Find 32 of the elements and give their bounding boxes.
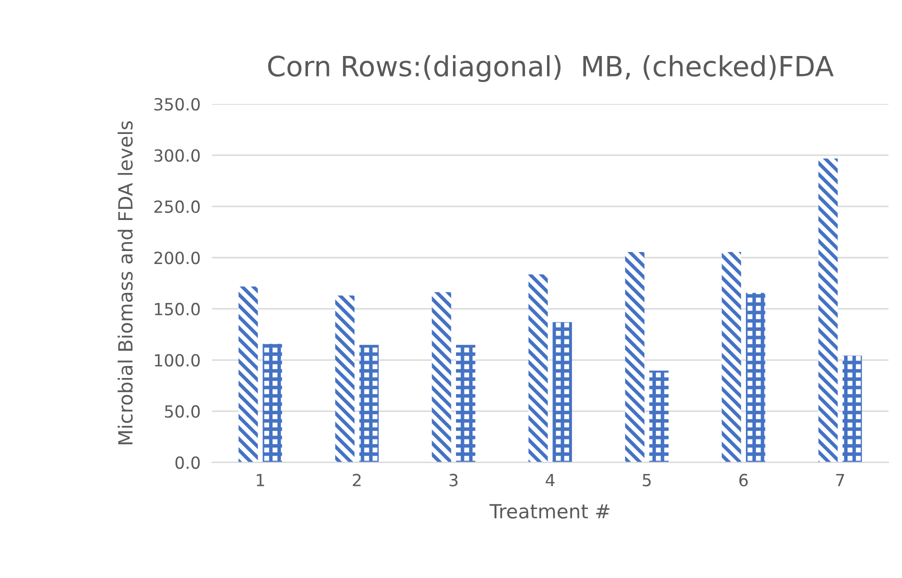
x-tick-label: 2 — [352, 474, 361, 486]
x-tick-label: 7 — [836, 474, 844, 486]
bar — [552, 322, 572, 462]
bar — [528, 274, 548, 462]
chart-title: Corn Rows:(diagonal) MB, (checked)FDA — [268, 55, 834, 82]
y-tick-label: 250.0 — [154, 200, 200, 213]
bar — [262, 344, 282, 462]
y-tick-label: 350.0 — [154, 98, 200, 111]
bar — [842, 356, 862, 462]
y-tick-label: 100.0 — [154, 354, 200, 367]
bar — [238, 286, 258, 462]
bar — [818, 158, 838, 462]
y-axis-title: Microbial Biomass and FDA levels — [118, 121, 133, 444]
x-tick-label: 1 — [256, 474, 264, 486]
y-tick-label: 150.0 — [154, 302, 200, 316]
y-tick-label: 0.0 — [175, 456, 200, 469]
x-tick-label: 5 — [642, 474, 651, 486]
bar — [746, 292, 766, 462]
bar — [722, 252, 742, 462]
x-axis-title: Treatment # — [489, 504, 610, 519]
y-tick-label: 200.0 — [154, 252, 200, 264]
x-tick-label: 6 — [739, 474, 748, 486]
bar — [432, 292, 452, 462]
bar — [335, 296, 355, 462]
y-tick-label: 50.0 — [165, 405, 200, 418]
bar — [625, 252, 644, 462]
bar — [359, 344, 379, 462]
bar — [456, 344, 476, 462]
bar — [649, 370, 669, 462]
x-tick-label: 3 — [450, 474, 458, 486]
y-tick-label: 300.0 — [154, 149, 200, 162]
x-tick-label: 4 — [546, 474, 555, 486]
